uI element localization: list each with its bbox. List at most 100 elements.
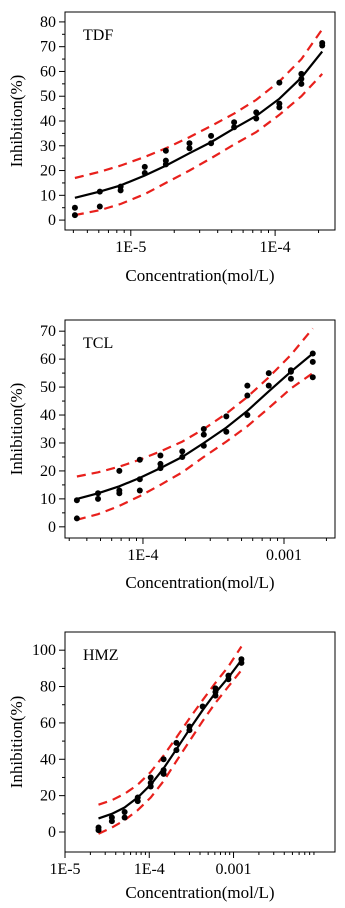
chart-1-panel-label: TCL — [83, 335, 113, 352]
chart-1-data-point — [136, 456, 143, 463]
chart-2-x-tick-label: 0.001 — [216, 861, 252, 878]
chart-0-x-tick-label: 1E-5 — [115, 239, 146, 256]
chart-0-data-point — [231, 124, 238, 131]
chart-1-y-tick-label: 60 — [40, 351, 56, 368]
chart-1-y-tick-label: 20 — [40, 463, 56, 480]
chart-2-data-point — [199, 703, 206, 710]
chart-2-data-point — [186, 723, 193, 730]
chart-1-data-point — [157, 460, 164, 467]
chart-1-data-point — [309, 350, 316, 357]
chart-0-plot-frame — [64, 11, 336, 231]
chart-1-data-point — [309, 374, 316, 381]
chart-0-y-tick-label: 10 — [40, 187, 56, 204]
chart-0-data-point — [71, 204, 78, 211]
chart-1-data-point — [244, 412, 251, 419]
chart-1-data-point — [73, 497, 80, 504]
chart-1-y-axis-label: Inhibition(%) — [7, 383, 26, 476]
chart-1-data-point — [136, 487, 143, 494]
chart-0-data-point — [276, 100, 283, 107]
chart-1-y-tick-label: 40 — [40, 407, 56, 424]
chart-0-data-point — [162, 157, 169, 164]
chart-0-y-tick-label: 70 — [40, 39, 56, 56]
chart-0-y-tick-label: 30 — [40, 138, 56, 155]
chart-2-data-point — [160, 756, 167, 763]
chart-2-x-axis-label: Concentration(mol/L) — [125, 883, 274, 902]
chart-0-x-tick-label: 1E-4 — [260, 239, 291, 256]
chart-0-data-point — [253, 109, 260, 116]
chart-1-data-point — [157, 452, 164, 459]
chart-0-data-point — [298, 75, 305, 82]
chart-2-y-tick-label: 0 — [48, 824, 56, 841]
chart-2-data-point — [134, 794, 141, 801]
chart-2-y-axis-label: Inhibition(%) — [7, 696, 26, 789]
chart-1-data-point — [179, 453, 186, 460]
chart-0-y-tick-label: 20 — [40, 163, 56, 180]
chart-1-plot-frame — [64, 319, 336, 539]
chart-1-data-point — [223, 413, 230, 420]
chart-1-data-point — [309, 358, 316, 365]
chart-0-y-axis-label: Inhibition(%) — [7, 75, 26, 168]
chart-2-y-tick-label: 20 — [40, 788, 56, 805]
chart-1-y-tick-label: 10 — [40, 491, 56, 508]
chart-1-x-tick-label: 1E-4 — [127, 547, 158, 564]
chart-1-y-tick-label: 70 — [40, 323, 56, 340]
chart-2-data-point — [238, 656, 245, 663]
chart-0-data-point — [71, 212, 78, 219]
chart-2-data-point — [173, 747, 180, 754]
chart-2-data-point — [95, 824, 102, 831]
chart-0-y-tick-label: 80 — [40, 14, 56, 31]
chart-1-x-axis-label: Concentration(mol/L) — [125, 573, 274, 592]
chart-0-y-tick-label: 60 — [40, 63, 56, 80]
chart-1-data-point — [200, 431, 207, 438]
chart-2-data-point — [173, 739, 180, 746]
chart-1-data-point — [244, 382, 251, 389]
chart-2-data-point — [108, 814, 115, 821]
chart-1-data-point — [200, 442, 207, 449]
chart-2-lower-confidence-band — [98, 669, 243, 835]
chart-2-data-point — [212, 685, 219, 692]
chart-0-upper-confidence-band — [74, 28, 324, 180]
chart-0-data-point — [186, 145, 193, 152]
panel-tcl: 1E-4 0.001 0 10 20 30 40 50 60 70 TCL Concentration… — [7, 319, 336, 592]
chart-2-y-tick-label: 80 — [40, 679, 56, 696]
chart-1-y-tick-label: 0 — [48, 519, 56, 536]
chart-2-upper-confidence-band — [98, 645, 243, 806]
chart-1-data-point — [116, 487, 123, 494]
chart-0-data-point — [141, 170, 148, 177]
chart-2-panel-label: HMZ — [83, 647, 119, 664]
chart-0-data-point — [276, 79, 283, 86]
chart-1-data-point — [265, 382, 272, 389]
chart-2-data-point — [147, 779, 154, 786]
chart-2-y-tick-label: 60 — [40, 715, 56, 732]
chart-1-y-tick-label: 50 — [40, 379, 56, 396]
chart-1-data-point — [116, 467, 123, 474]
chart-0-data-point — [117, 183, 124, 190]
chart-2-data-point — [147, 774, 154, 781]
chart-0-y-tick-label: 40 — [40, 113, 56, 130]
chart-1-fit-curve — [76, 352, 314, 500]
panel-hmz: 1E-5 1E-4 0.001 0 20 40 60 80 100 HMZ Concentratio… — [7, 631, 336, 902]
chart-2-x-tick-label: 1E-5 — [49, 861, 80, 878]
chart-0-panel-label: TDF — [83, 27, 113, 44]
chart-0-data-point — [253, 115, 260, 122]
chart-0-lower-confidence-band — [74, 73, 324, 217]
panel-tdf: 1E-5 1E-4 0 10 20 30 40 50 60 70 80 TDF Concentratio… — [7, 11, 336, 285]
chart-1-data-point — [136, 476, 143, 483]
chart-2-data-point — [225, 672, 232, 679]
chart-1-data-point — [287, 367, 294, 374]
chart-0-y-tick-label: 50 — [40, 88, 56, 105]
chart-0-data-point — [319, 39, 326, 46]
chart-2-y-tick-label: 100 — [32, 642, 56, 659]
chart-2-y-tick-label: 40 — [40, 751, 56, 768]
chart-0-fit-curve — [74, 50, 324, 199]
chart-0-data-point — [186, 140, 193, 147]
chart-1-upper-confidence-band — [76, 327, 314, 478]
chart-0-data-point — [208, 140, 215, 147]
chart-1-data-point — [265, 370, 272, 377]
chart-0-x-axis-label: Concentration(mol/L) — [125, 266, 274, 285]
chart-0-data-point — [162, 147, 169, 154]
chart-0-data-point — [208, 132, 215, 139]
chart-1-data-point — [287, 375, 294, 382]
